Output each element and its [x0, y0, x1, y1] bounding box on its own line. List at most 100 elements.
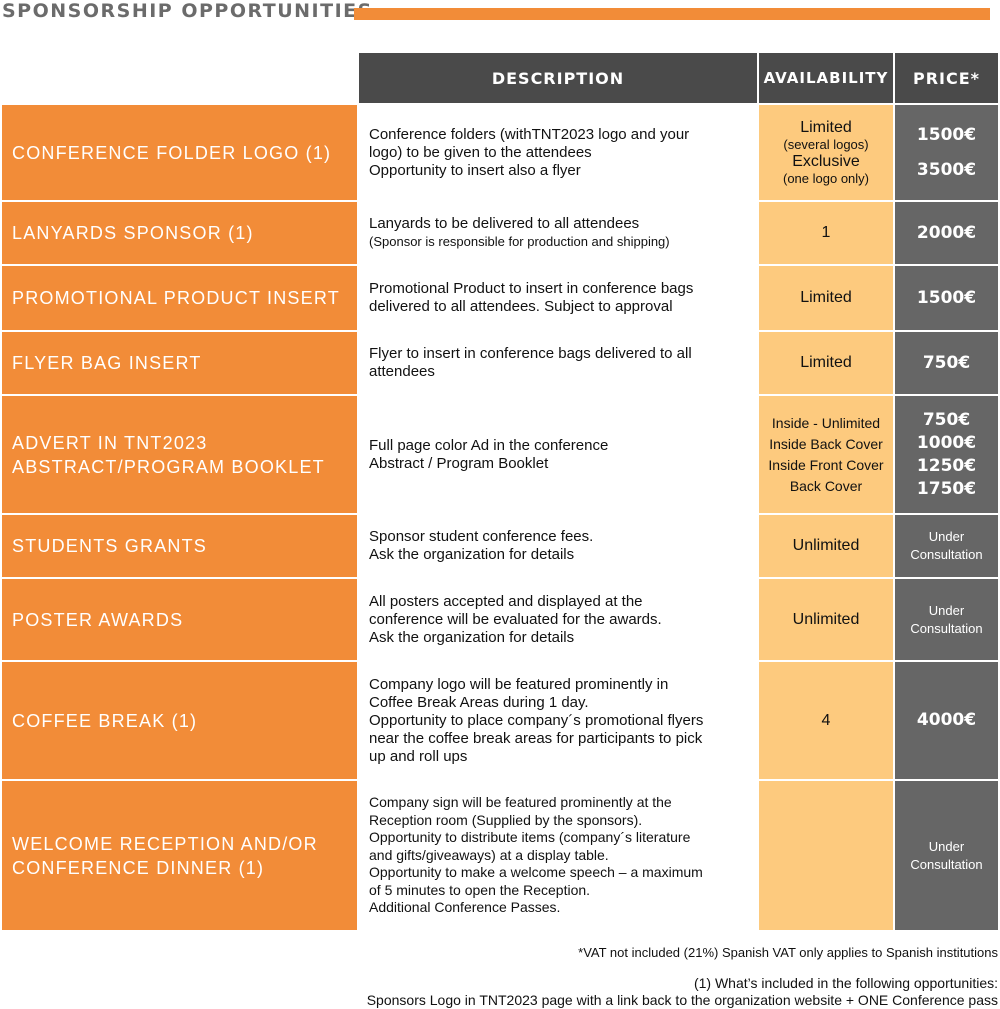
- table-row: LANYARDS SPONSOR (1) Lanyards to be deliv…: [2, 202, 998, 264]
- availability: Limited: [759, 332, 893, 394]
- description-line: delivered to all attendees. Subject to a…: [369, 298, 673, 315]
- availability: 1: [759, 202, 893, 264]
- availability: Unlimited: [759, 515, 893, 577]
- price-value: 1750€: [916, 478, 977, 499]
- table-row: PROMOTIONAL PRODUCT INSERT Promotional Pr…: [2, 266, 998, 330]
- description-line: Full page color Ad in the conference: [369, 436, 609, 454]
- description-line: Opportunity to distribute items (company…: [369, 829, 691, 846]
- price: 750€ 1000€ 1250€ 1750€: [895, 396, 998, 513]
- description: All posters accepted and displayed at th…: [359, 579, 757, 660]
- description-line: (Sponsor is responsible for production a…: [369, 234, 670, 249]
- availability-line: (one logo only): [783, 170, 869, 186]
- description: Conference folders (withTNT2023 logo and…: [359, 105, 757, 200]
- price-value: 3500€: [916, 159, 977, 180]
- name-line: COFFEE BREAK (1): [12, 710, 198, 731]
- availability: Limited: [759, 266, 893, 330]
- description-line: Lanyards to be delivered to all attendee…: [369, 215, 640, 232]
- header-price: PRICE*: [895, 53, 998, 103]
- name-line: POSTER AWARDS: [12, 609, 184, 630]
- title-accent-bar: [354, 8, 990, 20]
- name-line: STUDENTS GRANTS: [12, 536, 208, 556]
- description-line: All posters accepted and displayed at th…: [369, 592, 643, 610]
- description-line: Opportunity to place company´s promotion…: [369, 711, 704, 729]
- availability-line: Unlimited: [792, 610, 860, 628]
- sponsorship-name: STUDENTS GRANTS: [2, 515, 357, 577]
- header-description: DESCRIPTION: [359, 53, 757, 103]
- price-value: 1250€: [916, 455, 977, 476]
- availability: Limited (several logos) Exclusive (one logo…: [759, 105, 893, 200]
- name-line: CONFERENCE FOLDER LOGO (1): [12, 142, 332, 163]
- sponsorship-name: POSTER AWARDS: [2, 579, 357, 660]
- table-row: ADVERT IN TNT2023 ABSTRACT/PROGRAM BOOKLE…: [2, 396, 998, 513]
- description-line: conference will be evaluated for the awa…: [369, 610, 662, 628]
- availability-line: 1: [821, 224, 831, 241]
- included-text: Sponsors Logo in TNT2023 page with a lin…: [366, 992, 998, 1008]
- availability: 4: [759, 662, 893, 779]
- sponsorship-name: ADVERT IN TNT2023 ABSTRACT/PROGRAM BOOKLE…: [2, 396, 357, 513]
- availability-line: Limited: [800, 354, 852, 371]
- price-value: 750€: [922, 409, 971, 430]
- description: Promotional Product to insert in confere…: [359, 266, 757, 330]
- description-line: Opportunity to make a welcome speech – a…: [369, 864, 703, 881]
- name-line: FLYER BAG INSERT: [12, 353, 202, 373]
- description-line: Company logo will be featured prominentl…: [369, 675, 669, 693]
- sponsorship-name: WELCOME RECEPTION AND/OR CONFERENCE DINNE…: [2, 781, 357, 930]
- name-line: LANYARDS SPONSOR (1): [12, 223, 254, 243]
- availability: Inside - Unlimited Inside Back Cover Insid…: [759, 396, 893, 513]
- description-line: attendees: [369, 363, 435, 380]
- name-line: CONFERENCE DINNER (1): [12, 857, 265, 878]
- description: Sponsor student conference fees. Ask the …: [359, 515, 757, 577]
- sponsorship-name: COFFEE BREAK (1): [2, 662, 357, 779]
- sponsorship-name: CONFERENCE FOLDER LOGO (1): [2, 105, 357, 200]
- description: Full page color Ad in the conference Abst…: [359, 396, 757, 513]
- description-line: Promotional Product to insert in confere…: [369, 280, 694, 297]
- description-line: Coffee Break Areas during 1 day.: [369, 693, 589, 711]
- table-row: STUDENTS GRANTS Sponsor student conferenc…: [2, 515, 998, 577]
- description-line: Reception room (Supplied by the sponsors…: [369, 811, 643, 828]
- availability-line: Exclusive: [792, 152, 860, 170]
- price-value: 1000€: [916, 432, 977, 453]
- availability-line: Limited: [800, 289, 852, 306]
- price-value: 750€: [922, 352, 971, 373]
- table-row: POSTER AWARDS All posters accepted and di…: [2, 579, 998, 660]
- availability-line: Inside Front Cover: [768, 456, 884, 473]
- description-line: Opportunity to insert also a flyer: [369, 161, 581, 179]
- price-value: 1500€: [916, 287, 977, 308]
- description-line: Abstract / Program Booklet: [369, 454, 549, 472]
- page-title: SPONSORSHIP OPPORTUNITIES: [2, 0, 373, 22]
- price: Under Consultation: [895, 515, 998, 577]
- price: 4000€: [895, 662, 998, 779]
- availability: [759, 781, 893, 930]
- description-line: of 5 minutes to open the Reception.: [369, 881, 591, 898]
- price: Under Consultation: [895, 579, 998, 660]
- availability-line: 4: [821, 711, 831, 729]
- price-consultation: Consultation: [910, 620, 983, 636]
- description-line: logo) to be given to the attendees: [369, 143, 592, 161]
- table-row: CONFERENCE FOLDER LOGO (1) Conference fol…: [2, 105, 998, 200]
- sponsorship-name: PROMOTIONAL PRODUCT INSERT: [2, 266, 357, 330]
- price-value: 4000€: [916, 710, 977, 730]
- price: 750€: [895, 332, 998, 394]
- availability-line: (several logos): [783, 136, 869, 152]
- description-line: Flyer to insert in conference bags deliv…: [369, 345, 692, 362]
- description-line: and gifts/giveaways) at a display table.: [369, 846, 609, 863]
- header-availability: AVAILABILITY: [759, 53, 893, 103]
- availability-line: Back Cover: [789, 477, 863, 494]
- description: Company sign will be featured prominentl…: [359, 781, 757, 930]
- name-line: ABSTRACT/PROGRAM BOOKLET: [12, 456, 325, 477]
- description: Flyer to insert in conference bags deliv…: [359, 332, 757, 394]
- price: 2000€: [895, 202, 998, 264]
- name-line: WELCOME RECEPTION AND/OR: [12, 833, 318, 854]
- price-consultation: Under: [928, 602, 965, 618]
- description-line: near the coffee break areas for particip…: [369, 729, 703, 747]
- price: 1500€: [895, 266, 998, 330]
- description-line: Ask the organization for details: [369, 628, 575, 646]
- availability-line: Inside - Unlimited: [771, 414, 881, 431]
- price: 1500€ 3500€: [895, 105, 998, 200]
- price: Under Consultation: [895, 781, 998, 930]
- description-line: up and roll ups: [369, 747, 468, 765]
- description-line: Ask the organization for details: [369, 546, 575, 563]
- description-line: Additional Conference Passes.: [369, 899, 561, 916]
- table-row: FLYER BAG INSERT Flyer to insert in confe…: [2, 332, 998, 394]
- table-row: WELCOME RECEPTION AND/OR CONFERENCE DINNE…: [2, 781, 998, 930]
